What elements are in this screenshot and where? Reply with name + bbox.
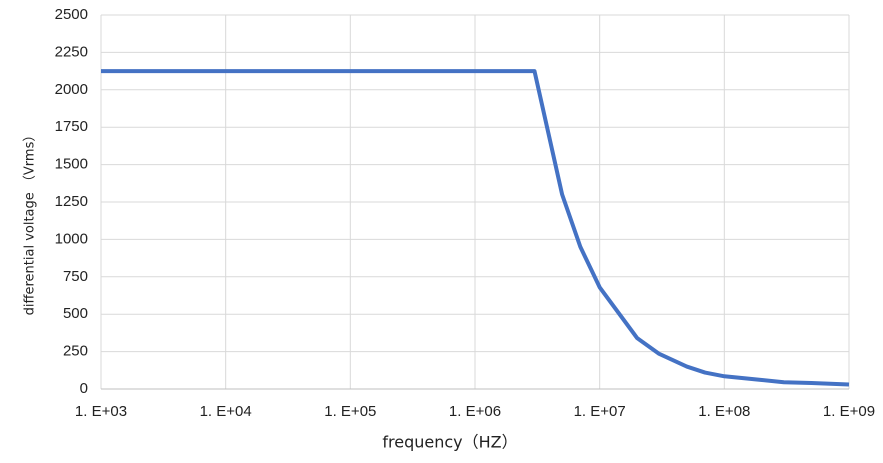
y-tick-label: 0 (80, 380, 88, 397)
y-axis-label: differential voltage （Vrms） (23, 129, 38, 316)
x-tick-label: 1. E+06 (449, 403, 501, 420)
x-tick-label: 1. E+07 (574, 403, 626, 420)
x-tick-label: 1. E+09 (823, 403, 875, 420)
y-tick-label: 2500 (55, 6, 88, 23)
data-line (101, 69, 850, 387)
y-tick-label: 1250 (55, 193, 88, 210)
x-tick-label: 1. E+05 (324, 403, 376, 420)
y-tick-label: 500 (63, 305, 88, 322)
x-axis-label: frequency（HZ） (382, 433, 517, 452)
y-tick-label: 2000 (55, 81, 88, 98)
y-tick-label: 1500 (55, 156, 88, 173)
y-tick-label: 250 (63, 343, 88, 360)
y-tick-label: 750 (63, 268, 88, 285)
x-tick-label: 1. E+08 (698, 403, 750, 420)
y-tick-label: 2250 (55, 43, 88, 60)
x-tick-label: 1. E+04 (200, 403, 252, 420)
y-tick-label: 1750 (55, 118, 88, 135)
x-tick-label: 1. E+03 (75, 403, 127, 420)
y-tick-label: 1000 (55, 230, 88, 247)
